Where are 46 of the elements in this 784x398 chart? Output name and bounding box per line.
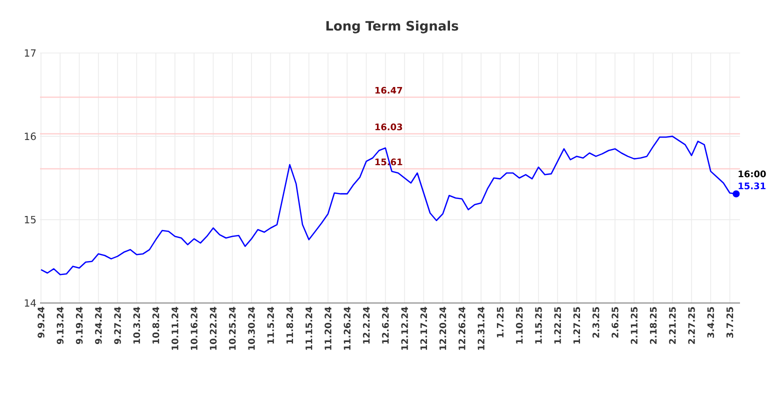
chart-title: Long Term Signals	[326, 20, 458, 34]
data-label: 15.31	[738, 182, 766, 190]
y-tick-label: 15	[24, 216, 36, 224]
x-tick-label: 3.7.25	[726, 307, 734, 338]
x-tick-label: 10.30.24	[248, 306, 255, 350]
x-tick-label: 11.20.24	[324, 306, 332, 350]
x-tick-label: 2.21.25	[669, 307, 676, 344]
x-tick-label: 9.19.24	[76, 306, 83, 344]
x-tick-label: 12.12.24	[401, 306, 408, 350]
ref-line-label: 16.47	[375, 86, 402, 94]
x-tick-label: 2.6.25	[612, 307, 618, 338]
x-tick-label: 1.27.25	[573, 307, 580, 344]
x-tick-label: 10.16.24	[190, 306, 198, 350]
x-tick-label: 2.11.25	[630, 307, 638, 344]
y-tick-label: 17	[24, 49, 36, 57]
x-tick-label: 12.2.24	[362, 306, 370, 344]
x-tick-label: 12.26.24	[458, 306, 466, 350]
x-tick-label: 2.3.25	[592, 307, 600, 338]
x-tick-label: 10.25.24	[228, 306, 236, 350]
x-tick-label: 12.6.24	[382, 306, 389, 344]
x-tick-label: 10.22.24	[210, 306, 217, 350]
x-tick-label: 12.20.24	[439, 306, 446, 350]
x-tick-label: 10.8.24	[152, 306, 160, 344]
x-tick-label: 12.31.24	[478, 306, 484, 350]
x-tick-label: 11.15.24	[305, 306, 312, 350]
x-tick-label: 9.13.24	[56, 306, 64, 344]
x-tick-label: 1.15.25	[535, 307, 542, 344]
x-tick-label: 1.7.25	[496, 307, 504, 338]
x-tick-label: 9.27.24	[114, 306, 121, 344]
annotation: 16:00	[738, 170, 766, 178]
x-tick-label: 1.10.25	[516, 307, 523, 344]
x-tick-label: 11.8.24	[286, 306, 294, 344]
y-tick-label: 16	[24, 132, 36, 140]
x-tick-label: 9.9.24	[38, 306, 44, 338]
x-tick-label: 10.3.24	[133, 306, 140, 344]
x-tick-label: 1.22.25	[554, 307, 561, 344]
x-tick-label: 3.4.25	[707, 307, 714, 338]
x-tick-label: 2.27.25	[688, 307, 695, 344]
x-tick-label: 9.24.24	[95, 306, 102, 344]
x-tick-label: 2.18.25	[650, 307, 657, 344]
x-tick-label: 10.11.24	[172, 306, 178, 350]
x-tick-label: 11.5.24	[267, 306, 274, 344]
x-tick-label: 11.26.24	[344, 306, 351, 350]
ref-line-label: 16.03	[375, 124, 402, 130]
y-tick-label: 14	[24, 299, 36, 307]
x-tick-label: 12.17.24	[420, 306, 428, 350]
